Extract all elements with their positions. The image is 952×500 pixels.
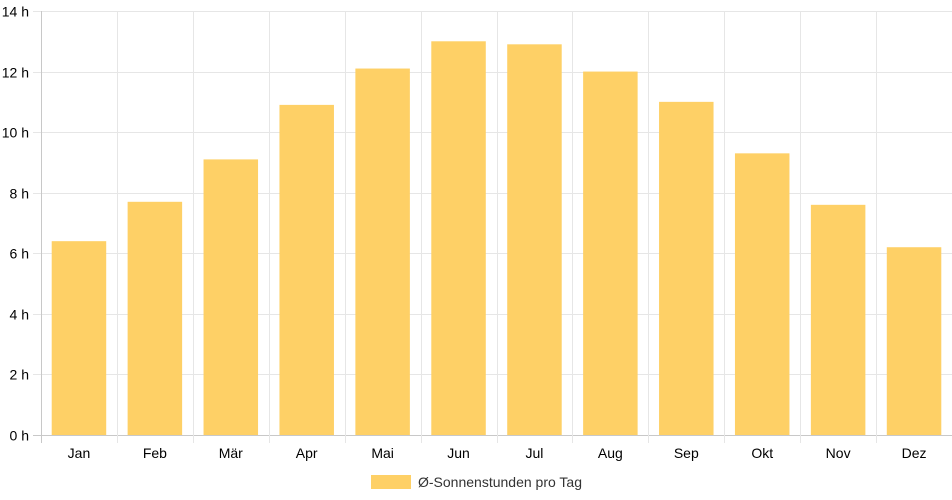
y-tick-label: 6 h — [10, 246, 29, 262]
bar-Dez[interactable] — [886, 247, 942, 435]
x-axis: Jan Feb Mär Apr Mai Jun Jul Aug Sep Okt Nov Dez — [68, 445, 927, 461]
legend-label[interactable]: Ø-Sonnenstunden pro Tag — [418, 474, 582, 490]
bar-Jul[interactable] — [507, 44, 562, 436]
y-tick-label: 10 h — [2, 125, 29, 141]
bar-Jan[interactable] — [51, 241, 107, 435]
x-tick-label: Aug — [598, 445, 623, 461]
y-tick-label: 2 h — [10, 367, 29, 383]
bar-Aug[interactable] — [583, 71, 638, 436]
x-tick-label: Nov — [826, 445, 851, 461]
bar-Sep[interactable] — [659, 101, 714, 435]
x-tick-label: Apr — [296, 445, 318, 461]
y-tick-label: 14 h — [2, 4, 29, 20]
x-tick-label: Sep — [674, 445, 699, 461]
x-tick-label: Feb — [143, 445, 167, 461]
x-tick-label: Dez — [902, 445, 927, 461]
bar-Mär[interactable] — [203, 159, 259, 435]
x-tick-label: Jul — [526, 445, 544, 461]
bar-Mai[interactable] — [355, 68, 410, 436]
y-tick-label: 12 h — [2, 65, 29, 81]
bar-Feb[interactable] — [127, 201, 183, 435]
legend[interactable]: Ø-Sonnenstunden pro Tag — [371, 474, 582, 490]
bar-Jun[interactable] — [431, 41, 486, 436]
x-tick-label: Jun — [447, 445, 470, 461]
x-tick-label: Mai — [371, 445, 394, 461]
y-tick-label: 0 h — [10, 428, 29, 444]
x-tick-label: Jan — [68, 445, 91, 461]
y-tick-label: 8 h — [10, 186, 29, 202]
legend-swatch[interactable] — [371, 475, 411, 489]
bar-Nov[interactable] — [810, 204, 866, 435]
grid-lines — [33, 11, 952, 443]
bar-Okt[interactable] — [734, 153, 790, 436]
y-tick-label: 4 h — [10, 307, 29, 323]
y-axis: 0 h 2 h 4 h 6 h 8 h 10 h 12 h 14 h — [2, 4, 29, 444]
x-tick-label: Okt — [751, 445, 773, 461]
bar-series — [51, 41, 942, 436]
bar-Apr[interactable] — [279, 104, 334, 435]
x-tick-label: Mär — [219, 445, 243, 461]
